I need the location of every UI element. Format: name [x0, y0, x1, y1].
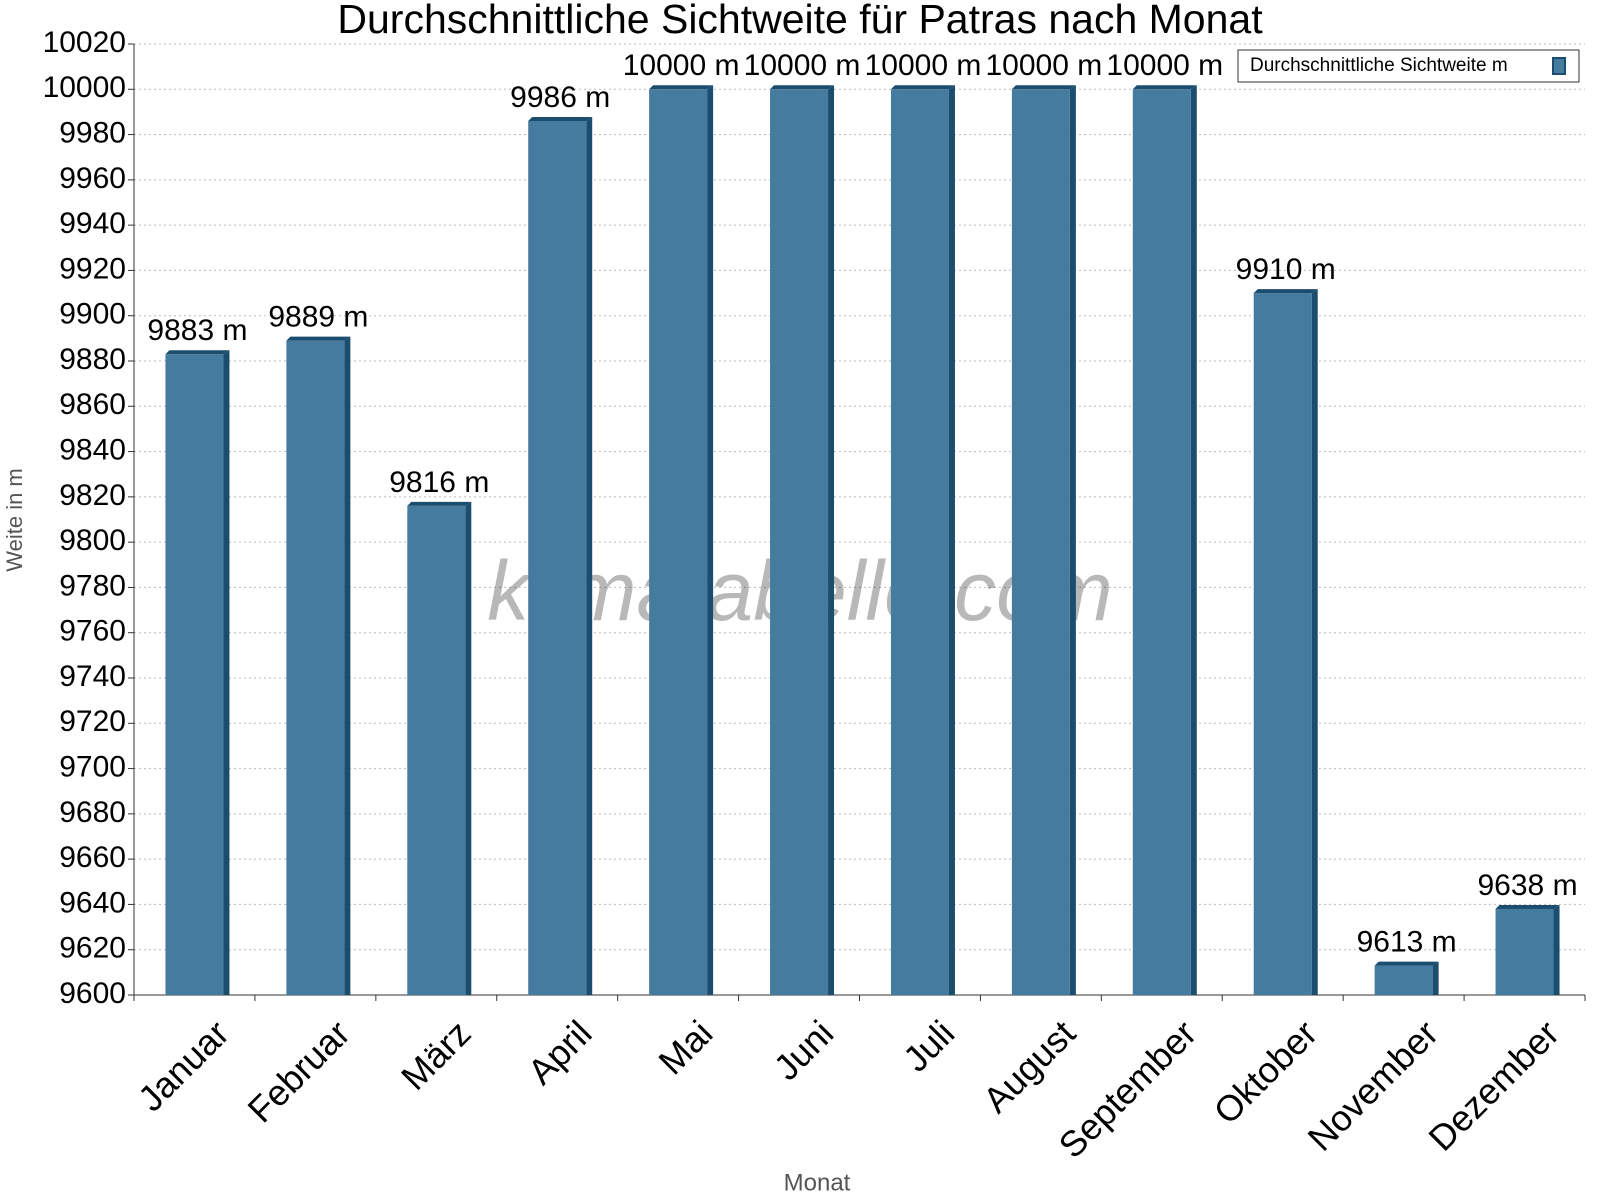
- value-label: 9816 m: [389, 466, 489, 499]
- bar-side: [1069, 85, 1076, 996]
- y-tick-label: 9840: [59, 433, 126, 466]
- y-tick-label: 9940: [59, 207, 126, 240]
- bar: [1253, 293, 1312, 996]
- chart-title: Durchschnittliche Sichtweite für Patras …: [337, 0, 1263, 42]
- bar-top: [890, 85, 955, 90]
- bar-side: [223, 350, 230, 995]
- bar-top: [649, 85, 714, 90]
- value-label: 10000 m: [623, 49, 740, 82]
- bar-side: [948, 85, 955, 996]
- bar-top: [528, 116, 593, 121]
- y-tick-label: 10020: [43, 26, 126, 59]
- y-tick-label: 10000: [43, 71, 126, 104]
- bar-side: [465, 501, 472, 995]
- bar-side: [1553, 904, 1560, 995]
- y-tick-label: 9880: [59, 343, 126, 376]
- bar: [1132, 89, 1191, 996]
- bar: [1495, 908, 1554, 995]
- bar-top: [1011, 85, 1076, 90]
- bar-top: [1253, 289, 1318, 294]
- x-tick-label: Februar: [240, 1012, 358, 1130]
- x-tick-label: Januar: [130, 1012, 237, 1119]
- legend-box: [1237, 49, 1580, 83]
- value-label: 9889 m: [268, 301, 368, 334]
- y-tick-label: 9760: [59, 615, 126, 648]
- bar-top: [1495, 904, 1560, 909]
- y-tick-label: 9820: [59, 479, 126, 512]
- y-tick-label: 9800: [59, 524, 126, 557]
- y-tick-label: 9680: [59, 796, 126, 829]
- y-tick-label: 9980: [59, 116, 126, 149]
- y-tick-label: 9640: [59, 886, 126, 919]
- bar-top: [1132, 85, 1197, 90]
- bar: [407, 505, 466, 995]
- bar: [1011, 89, 1070, 996]
- y-tick-label: 9900: [59, 298, 126, 331]
- bar-side: [707, 85, 714, 996]
- value-label: 9613 m: [1357, 925, 1457, 958]
- y-tick-label: 9660: [59, 841, 126, 874]
- bar: [649, 89, 708, 996]
- y-tick-label: 9600: [59, 977, 126, 1010]
- x-tick-label: Dezember: [1420, 1012, 1566, 1158]
- x-axis-label: Monat: [784, 1169, 851, 1196]
- bar-side: [344, 336, 351, 995]
- y-tick-label: 9720: [59, 705, 126, 738]
- bar: [890, 89, 949, 996]
- bar-side: [1311, 289, 1318, 996]
- x-tick-label: Oktober: [1205, 1012, 1325, 1132]
- y-axis-label: Weite in m: [2, 468, 27, 572]
- x-tick-label: August: [975, 1012, 1083, 1120]
- y-tick-label: 9740: [59, 660, 126, 693]
- value-label: 9986 m: [510, 81, 610, 114]
- x-tick-label: Juli: [895, 1012, 962, 1079]
- bar-side: [828, 85, 835, 996]
- bar-side: [1190, 85, 1197, 996]
- legend-swatch: [1552, 57, 1566, 75]
- bar: [770, 89, 829, 996]
- bar-top: [1374, 961, 1439, 966]
- bar-side: [586, 116, 593, 995]
- value-label: 10000 m: [986, 49, 1103, 82]
- bar-top: [407, 501, 472, 506]
- x-tick-label: Juni: [766, 1012, 842, 1088]
- y-tick-label: 9780: [59, 569, 126, 602]
- bar: [1374, 965, 1433, 995]
- x-tick-label: November: [1300, 1012, 1446, 1158]
- bar: [286, 340, 345, 995]
- y-tick-label: 9960: [59, 162, 126, 195]
- x-tick-label: April: [520, 1012, 600, 1092]
- y-tick-label: 9860: [59, 388, 126, 421]
- x-tick-label: Mai: [650, 1012, 720, 1082]
- value-label: 9638 m: [1478, 869, 1578, 902]
- value-label: 10000 m: [865, 49, 982, 82]
- value-label: 10000 m: [1106, 49, 1223, 82]
- value-label: 9910 m: [1236, 253, 1336, 286]
- value-label: 10000 m: [744, 49, 861, 82]
- bar-top: [770, 85, 835, 90]
- bar-top: [286, 336, 351, 341]
- y-tick-label: 9920: [59, 252, 126, 285]
- legend-label: Durchschnittliche Sichtweite m: [1250, 55, 1508, 76]
- bar: [165, 354, 224, 995]
- bar: [528, 120, 587, 995]
- bar-top: [165, 350, 230, 355]
- y-tick-label: 9700: [59, 750, 126, 783]
- x-tick-label: März: [393, 1012, 479, 1098]
- y-tick-label: 9620: [59, 932, 126, 965]
- value-label: 9883 m: [147, 314, 247, 347]
- bar-side: [1432, 961, 1439, 995]
